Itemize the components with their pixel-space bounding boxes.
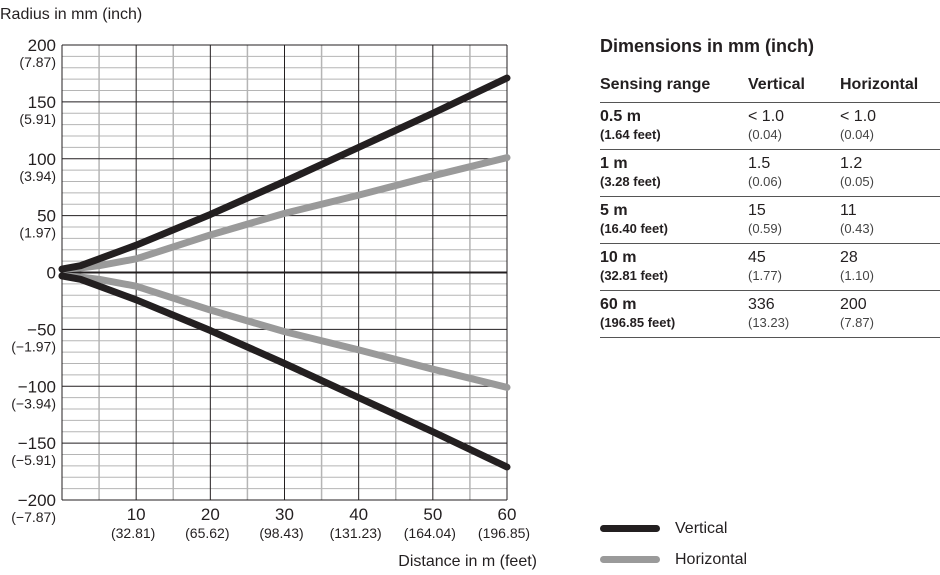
series-line-vertical-lower xyxy=(58,272,511,471)
table-cell-v: 45 (1.77) xyxy=(748,249,840,287)
x-tick-label: 20 xyxy=(201,505,220,524)
cell-value: 336 xyxy=(748,296,775,313)
y-tick-sublabel: (−3.94) xyxy=(11,395,56,411)
y-tick-label: 150 xyxy=(28,93,56,112)
y-tick-label: 200 xyxy=(28,36,56,55)
y-tick-sublabel: (3.94) xyxy=(19,168,56,184)
chart: 200(7.87)150(5.91)100(3.94)50(1.97)0−50(… xyxy=(0,6,537,570)
legend-horizontal: Horizontal xyxy=(600,551,747,569)
table-cell-range: 1 m (3.28 feet) xyxy=(600,155,748,193)
cell-value: 5 m xyxy=(600,202,628,219)
cell-subvalue: (13.23) xyxy=(748,315,790,330)
table-row: 0.5 m (1.64 feet) < 1.0 (0.04) < 1.0 (0.04) xyxy=(600,103,940,150)
y-tick-sublabel: (−1.97) xyxy=(11,338,56,354)
x-tick-label: 50 xyxy=(423,505,442,524)
y-tick-label: −100 xyxy=(18,377,56,396)
y-tick-label: −150 xyxy=(18,434,56,453)
table-row: 60 m (196.85 feet) 336 (13.23) 200 (7.87) xyxy=(600,291,940,338)
table-row: 10 m (32.81 feet) 45 (1.77) 28 (1.10) xyxy=(600,244,940,291)
y-tick-sublabel: (1.97) xyxy=(19,225,56,241)
x-tick-sublabel: (32.81) xyxy=(111,525,155,541)
cell-subvalue: (0.59) xyxy=(748,221,782,236)
table-cell-h: 200 (7.87) xyxy=(840,296,940,334)
cell-subvalue: (1.77) xyxy=(748,268,782,283)
x-axis-title: Distance in m (feet) xyxy=(398,553,537,570)
x-tick-sublabel: (65.62) xyxy=(185,525,229,541)
x-tick-label: 30 xyxy=(275,505,294,524)
cell-subvalue: (1.64 feet) xyxy=(600,127,661,142)
header-vertical: Vertical xyxy=(748,76,805,93)
cell-subvalue: (0.04) xyxy=(840,127,874,142)
table-row: 5 m (16.40 feet) 15 (0.59) 11 (0.43) xyxy=(600,197,940,244)
cell-value: 0.5 m xyxy=(600,108,641,125)
table-cell-v: < 1.0 (0.04) xyxy=(748,108,840,146)
table-cell-range: 0.5 m (1.64 feet) xyxy=(600,108,748,146)
legend-vertical: Vertical xyxy=(600,520,727,538)
table-cell-h: 28 (1.10) xyxy=(840,249,940,287)
cell-value: 60 m xyxy=(600,296,637,313)
cell-value: 200 xyxy=(840,296,867,313)
legend-swatch-vertical xyxy=(600,525,660,533)
table-row: 1 m (3.28 feet) 1.5 (0.06) 1.2 (0.05) xyxy=(600,150,940,197)
table-cell-range: 10 m (32.81 feet) xyxy=(600,249,748,287)
legend-label: Horizontal xyxy=(675,551,748,568)
cell-subvalue: (32.81 feet) xyxy=(600,268,668,283)
legend-swatch-horizontal xyxy=(600,556,660,564)
legend-label: Vertical xyxy=(675,520,728,537)
series-line-vertical-upper xyxy=(58,74,511,273)
cell-value: 15 xyxy=(748,202,766,219)
cell-value: 11 xyxy=(840,202,857,219)
header-range: Sensing range xyxy=(600,76,711,93)
x-tick-sublabel: (164.04) xyxy=(404,525,456,541)
cell-value: 1.5 xyxy=(748,155,771,172)
cell-subvalue: (7.87) xyxy=(840,315,874,330)
dimensions-table: Dimensions in mm (inch) Sensing range Ve… xyxy=(600,36,940,338)
cell-subvalue: (196.85 feet) xyxy=(600,315,676,330)
table-cell-range: 60 m (196.85 feet) xyxy=(600,296,748,334)
y-tick-sublabel: (−5.91) xyxy=(11,452,56,468)
x-tick-label: 10 xyxy=(127,505,146,524)
y-tick-label: −200 xyxy=(18,491,56,510)
cell-value: 1.2 xyxy=(840,155,863,172)
table-cell-range: 5 m (16.40 feet) xyxy=(600,202,748,240)
cell-value: < 1.0 xyxy=(748,108,785,125)
y-tick-label: 50 xyxy=(37,207,56,226)
series-line-horizontal-upper xyxy=(58,154,511,273)
cell-subvalue: (0.43) xyxy=(840,221,874,236)
cell-subvalue: (1.10) xyxy=(840,268,874,283)
y-tick-label: −50 xyxy=(27,320,56,339)
table-cell-v: 15 (0.59) xyxy=(748,202,840,240)
y-tick-sublabel: (5.91) xyxy=(19,111,56,127)
cell-subvalue: (16.40 feet) xyxy=(600,221,668,236)
table-cell-h: 1.2 (0.05) xyxy=(840,155,940,193)
table-cell-h: 11 (0.43) xyxy=(840,202,940,240)
cell-subvalue: (0.05) xyxy=(840,174,874,189)
y-tick-sublabel: (7.87) xyxy=(19,54,56,70)
x-tick-sublabel: (131.23) xyxy=(330,525,382,541)
cell-subvalue: (3.28 feet) xyxy=(600,174,661,189)
cell-subvalue: (0.06) xyxy=(748,174,782,189)
x-tick-label: 60 xyxy=(498,505,517,524)
cell-value: 10 m xyxy=(600,249,637,266)
x-tick-sublabel: (196.85) xyxy=(478,525,530,541)
y-tick-sublabel: (−7.87) xyxy=(11,509,56,525)
table-header: Sensing range Vertical Horizontal xyxy=(600,76,940,103)
header-horizontal: Horizontal xyxy=(840,76,919,93)
cell-value: 45 xyxy=(748,249,766,266)
table-cell-h: < 1.0 (0.04) xyxy=(840,108,940,146)
y-tick-label: 100 xyxy=(28,150,56,169)
y-axis-title: Radius in mm (inch) xyxy=(0,6,142,23)
x-tick-label: 40 xyxy=(349,505,368,524)
series-line-horizontal-lower xyxy=(58,272,511,391)
cell-value: < 1.0 xyxy=(840,108,877,125)
table-cell-v: 336 (13.23) xyxy=(748,296,840,334)
y-tick-label: 0 xyxy=(47,264,56,283)
cell-value: 28 xyxy=(840,249,858,266)
table-title: Dimensions in mm (inch) xyxy=(600,36,815,56)
table-cell-v: 1.5 (0.06) xyxy=(748,155,840,193)
x-tick-sublabel: (98.43) xyxy=(259,525,303,541)
cell-value: 1 m xyxy=(600,155,628,172)
cell-subvalue: (0.04) xyxy=(748,127,782,142)
